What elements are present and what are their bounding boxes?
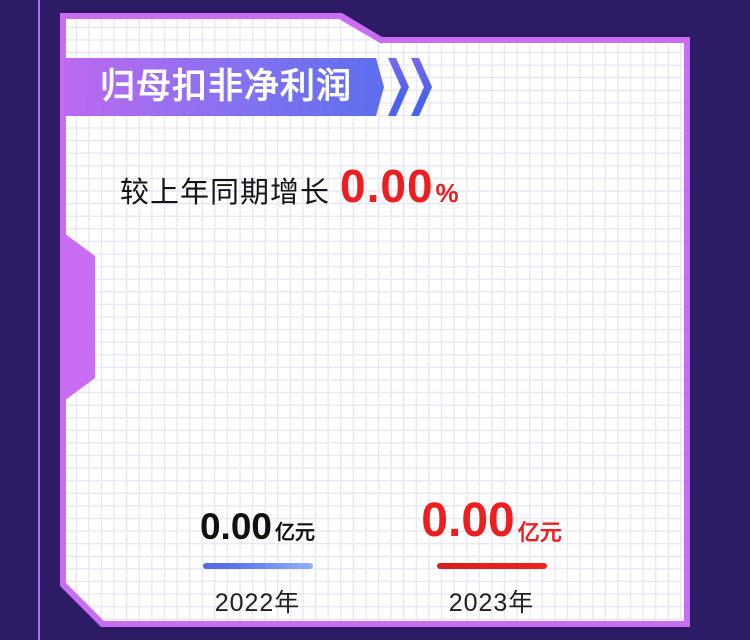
left-side-tab-decoration: [60, 230, 95, 404]
value-number-2022: 0.00: [199, 506, 272, 547]
value-row-2023: 0.00 亿元: [374, 493, 609, 545]
title-ribbon: 归母扣非净利润: [64, 58, 384, 116]
category-label-2023: 2023年: [448, 589, 535, 617]
bar-2023: [436, 563, 547, 569]
value-unit-2022: 亿元: [275, 522, 315, 544]
bar-group-2022: 0.00 亿元 2022年: [140, 493, 375, 619]
value-row-2022: 0.00 亿元: [140, 493, 375, 545]
bar-2022: [202, 563, 313, 569]
bar-group-2023: 0.00 亿元 2023年: [374, 493, 609, 619]
grid-paper-surface: [66, 19, 684, 621]
content-card: 归母扣非净利润 较上年同期增长 0.00 % 0.00 亿元 2022年 0.0…: [60, 13, 690, 627]
growth-percent-sign: %: [435, 178, 459, 208]
growth-label: 较上年同期增长: [120, 177, 331, 209]
left-accent-line: [38, 0, 40, 640]
value-unit-2023: 亿元: [517, 519, 562, 545]
hatch-stripes-decoration: [364, 17, 686, 36]
growth-annotation: 较上年同期增长 0.00 %: [120, 159, 459, 213]
value-number-2023: 0.00: [421, 494, 515, 547]
category-label-2022: 2022年: [214, 589, 301, 617]
page-title: 归母扣非净利润: [100, 67, 353, 106]
growth-value: 0.00: [340, 160, 434, 212]
